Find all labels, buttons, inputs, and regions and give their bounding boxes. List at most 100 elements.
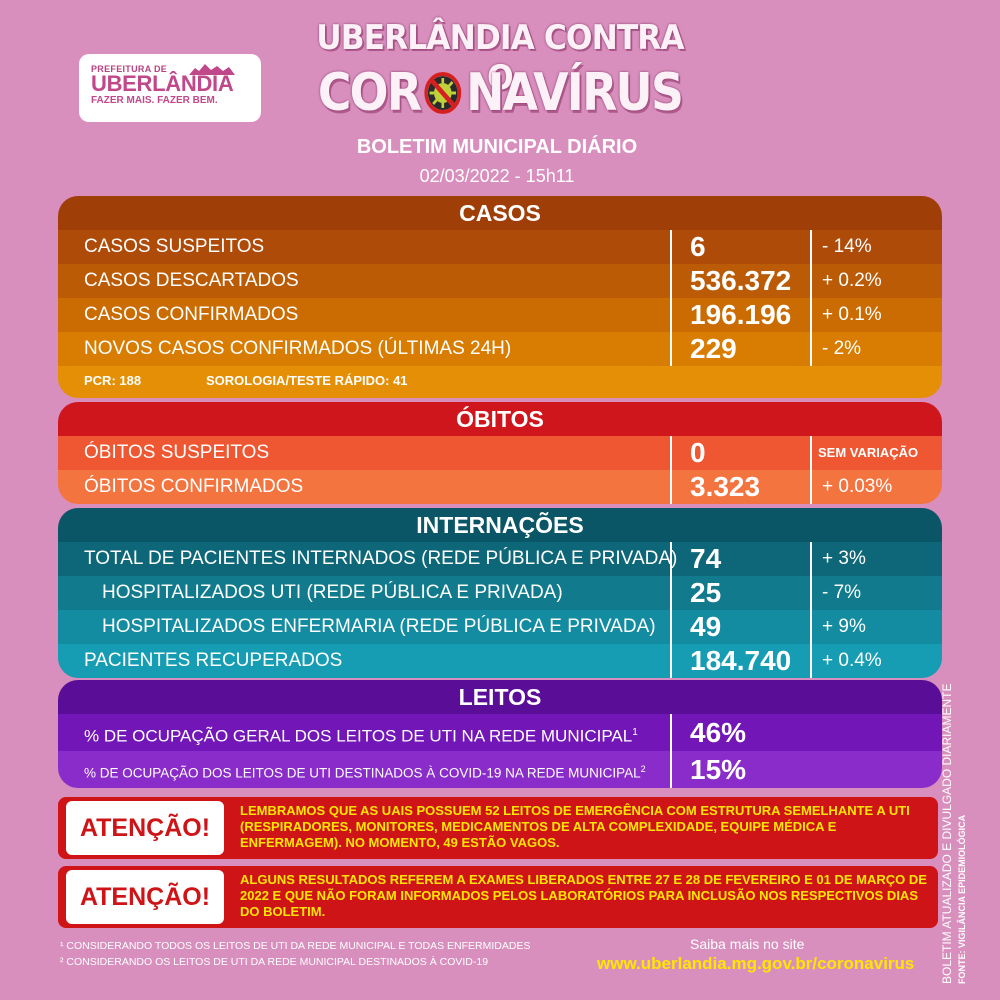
footnote-1: ¹ CONSIDERANDO TODOS OS LEITOS DE UTI DA… — [60, 940, 531, 952]
row-change: + 0.2% — [822, 270, 882, 291]
divider — [810, 576, 812, 610]
row-change: + 3% — [822, 548, 866, 569]
divider — [810, 332, 812, 366]
test-breakdown-row: PCR: 188 SOROLOGIA/TESTE RÁPIDO: 41 — [58, 366, 942, 398]
row-change: - 2% — [822, 338, 862, 359]
divider — [670, 714, 672, 751]
title-part-b: NAVÍRUS — [466, 63, 684, 123]
row-label: CASOS DESCARTADOS — [84, 270, 299, 291]
row-label: CASOS SUSPEITOS — [84, 236, 265, 257]
footnote-ref: 2 — [640, 764, 646, 774]
row-label: TOTAL DE PACIENTES INTERNADOS (REDE PÚBL… — [84, 548, 678, 569]
divider — [670, 751, 672, 788]
row-label: CASOS CONFIRMADOS — [84, 304, 299, 325]
footnote-2: ² CONSIDERANDO OS LEITOS DE UTI DA REDE … — [60, 956, 489, 968]
logo-line-3: FAZER MAIS. FAZER BEM. — [91, 95, 218, 106]
leitos-heading: LEITOS — [58, 680, 942, 714]
row-label-text: % DE OCUPAÇÃO GERAL DOS LEITOS DE UTI NA… — [84, 726, 633, 746]
divider — [670, 470, 672, 504]
obitos-heading: ÓBITOS — [58, 402, 942, 436]
alert-box: ATENÇÃO! ALGUNS RESULTADOS REFEREM A EXA… — [58, 866, 938, 928]
row-label: ÓBITOS SUSPEITOS — [84, 442, 270, 463]
divider — [670, 644, 672, 678]
website-link[interactable]: www.uberlandia.mg.gov.br/coronavirus — [597, 954, 915, 973]
row-label: % DE OCUPAÇÃO GERAL DOS LEITOS DE UTI NA… — [84, 714, 638, 755]
row-label-text: % DE OCUPAÇÃO DOS LEITOS DE UTI DESTINAD… — [84, 765, 641, 781]
table-row: PACIENTES RECUPERADOS 184.740 + 0.4% — [58, 644, 942, 678]
leitos-section: LEITOS % DE OCUPAÇÃO GERAL DOS LEITOS DE… — [58, 680, 942, 788]
row-value: 536.372 — [690, 265, 792, 296]
divider — [670, 298, 672, 332]
divider — [810, 230, 812, 264]
logo-line-1: PREFEITURA DE — [91, 64, 168, 74]
row-value: 15% — [690, 754, 747, 785]
table-row: HOSPITALIZADOS ENFERMARIA (REDE PÚBLICA … — [58, 610, 942, 644]
table-row: CASOS CONFIRMADOS 196.196 + 0.1% — [58, 298, 942, 332]
table-row: CASOS DESCARTADOS 536.372 + 0.2% — [58, 264, 942, 298]
row-label: % DE OCUPAÇÃO DOS LEITOS DE UTI DESTINAD… — [84, 751, 646, 788]
row-change: SEM VARIAÇÃO — [818, 445, 919, 460]
side-note: BOLETIM ATUALIZADO E DIVULGADO DIARIAMEN… — [940, 654, 970, 985]
title-line-2: COR NAVÍRUS — [315, 58, 685, 128]
subtitle: BOLETIM MUNICIPAL DIÁRIO — [356, 136, 638, 158]
divider — [670, 610, 672, 644]
alert-box: ATENÇÃO! LEMBRAMOS QUE AS UAIS POSSUEM 5… — [58, 797, 938, 859]
alert-badge: ATENÇÃO! — [66, 870, 224, 924]
row-value: 6 — [690, 231, 706, 262]
table-row: TOTAL DE PACIENTES INTERNADOS (REDE PÚBL… — [58, 542, 942, 576]
divider — [810, 542, 812, 576]
title-line-1: UBERLÂNDIA CONTRA O — [316, 18, 684, 98]
bulletin-datetime: 02/03/2022 - 15h11 — [419, 166, 575, 186]
title-part-a: COR — [317, 63, 422, 123]
row-change: + 0.4% — [822, 650, 882, 671]
row-value: 46% — [690, 717, 747, 748]
row-label: NOVOS CASOS CONFIRMADOS (ÚLTIMAS 24H) — [84, 338, 512, 359]
pcr-count: PCR: 188 — [84, 373, 142, 388]
divider — [670, 576, 672, 610]
prefeitura-logo: PREFEITURA DE UBERLÂNDIA FAZER MAIS. FAZ… — [79, 54, 261, 122]
divider — [810, 644, 812, 678]
row-value: 25 — [690, 577, 722, 608]
divider — [810, 610, 812, 644]
row-value: 229 — [690, 333, 737, 364]
internacoes-heading: INTERNAÇÕES — [58, 508, 942, 542]
table-row: ÓBITOS SUSPEITOS 0 SEM VARIAÇÃO — [58, 436, 942, 470]
internacoes-section: INTERNAÇÕES TOTAL DE PACIENTES INTERNADO… — [58, 508, 942, 678]
row-label: PACIENTES RECUPERADOS — [84, 650, 343, 671]
table-row: NOVOS CASOS CONFIRMADOS (ÚLTIMAS 24H) 22… — [58, 332, 942, 366]
row-value: 49 — [690, 611, 722, 642]
divider — [670, 230, 672, 264]
row-value: 196.196 — [690, 299, 792, 330]
alert-message: LEMBRAMOS QUE AS UAIS POSSUEM 52 LEITOS … — [240, 803, 910, 850]
row-value: 3.323 — [690, 471, 761, 502]
more-info-label: Saiba mais no site — [690, 936, 805, 952]
footnote-ref: 1 — [632, 727, 638, 738]
row-value: 0 — [690, 437, 706, 468]
divider — [670, 542, 672, 576]
divider — [810, 298, 812, 332]
divider — [810, 436, 812, 470]
row-change: + 9% — [822, 616, 866, 637]
logo-line-2: UBERLÂNDIA — [91, 71, 234, 96]
row-change: - 7% — [822, 582, 862, 603]
table-row: % DE OCUPAÇÃO DOS LEITOS DE UTI DESTINAD… — [58, 751, 942, 788]
obitos-section: ÓBITOS ÓBITOS SUSPEITOS 0 SEM VARIAÇÃO Ó… — [58, 402, 942, 504]
row-label: HOSPITALIZADOS UTI (REDE PÚBLICA E PRIVA… — [102, 582, 563, 603]
table-row: % DE OCUPAÇÃO GERAL DOS LEITOS DE UTI NA… — [58, 714, 942, 751]
table-row: CASOS SUSPEITOS 6 - 14% — [58, 230, 942, 264]
row-change: + 0.03% — [822, 476, 893, 497]
row-value: 184.740 — [690, 645, 792, 676]
table-row: ÓBITOS CONFIRMADOS 3.323 + 0.03% — [58, 470, 942, 504]
row-label: ÓBITOS CONFIRMADOS — [84, 476, 304, 497]
side-note-line-2: FONTE: VIGILÂNCIA EPIDEMIOLÓGICA — [957, 814, 967, 984]
divider — [670, 264, 672, 298]
casos-heading: CASOS — [58, 196, 942, 230]
alert-message: ALGUNS RESULTADOS REFEREM A EXAMES LIBER… — [240, 872, 927, 919]
table-row: HOSPITALIZADOS UTI (REDE PÚBLICA E PRIVA… — [58, 576, 942, 610]
row-change: + 0.1% — [822, 304, 882, 325]
side-note-line-1: BOLETIM ATUALIZADO E DIVULGADO DIARIAMEN… — [940, 683, 954, 985]
sorologia-count: SOROLOGIA/TESTE RÁPIDO: 41 — [206, 373, 408, 388]
alert-badge: ATENÇÃO! — [66, 801, 224, 855]
divider — [670, 332, 672, 366]
divider — [810, 264, 812, 298]
